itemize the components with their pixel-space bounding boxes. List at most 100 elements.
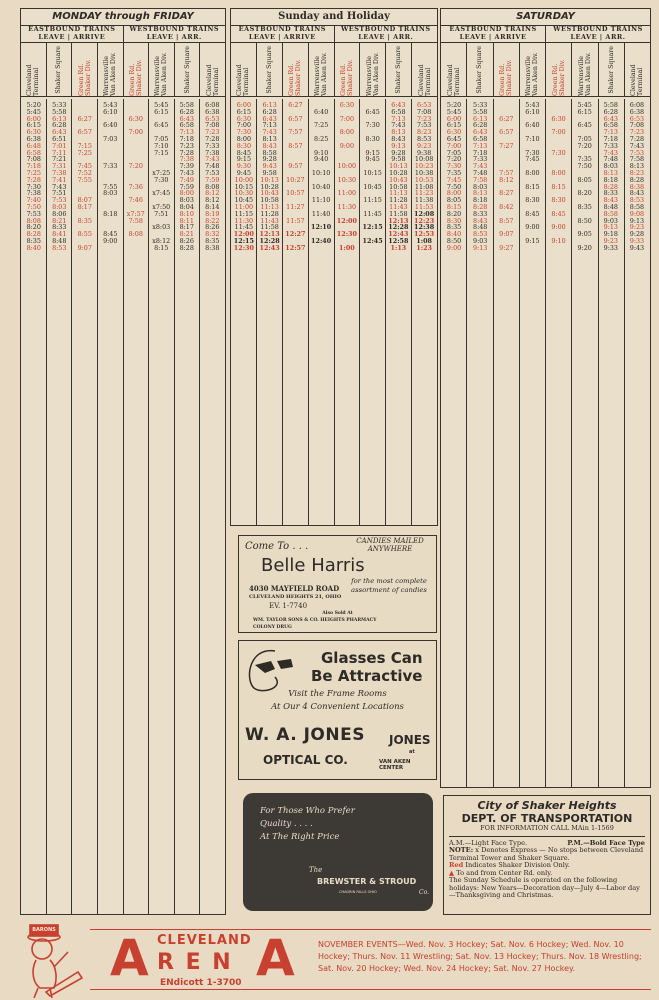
time-cell: 8:27 xyxy=(499,189,514,198)
time-cell: 9:28 xyxy=(629,230,645,239)
time-cell: 7:53 xyxy=(205,168,220,177)
column-header-label: Shaker Square xyxy=(476,45,484,94)
time-cell: 8:18 xyxy=(103,209,118,218)
time-cell: 6:53 xyxy=(416,101,432,109)
time-cell: 6:57 xyxy=(499,128,514,137)
table-row: 7:35 7:48 7:57 8:00 8:00 8:13 8:23 xyxy=(441,170,650,177)
time-cell: 8:38 xyxy=(629,182,645,191)
table-row: 5:45 5:58 6:10 6:15 6:28 6:38 xyxy=(21,107,225,116)
time-cell: 12:30 xyxy=(336,230,357,239)
time-cell: 5:58 xyxy=(52,107,67,116)
time-cell: 5:20 xyxy=(446,101,462,109)
time-cell xyxy=(98,218,124,225)
ad-come-to: Come To . . . xyxy=(245,541,309,552)
time-cell: 8:40 xyxy=(26,243,41,252)
time-cell: 6:43 xyxy=(603,114,618,123)
time-cell: 5:33 xyxy=(473,101,488,109)
ad-phone: EV. 1-7740 xyxy=(269,602,308,610)
table-row: 11:15 11:28 11:40 11:45 11:58 12:08 xyxy=(231,209,437,218)
arena-letter-a2: A xyxy=(256,929,295,987)
time-cell: 7:43 xyxy=(629,141,645,150)
time-cell: 5:43 xyxy=(525,101,540,109)
time-cell: 9:28 xyxy=(391,148,406,157)
time-cell: 8:53 xyxy=(473,230,488,239)
time-cell xyxy=(123,150,149,157)
time-cell: 8:35 xyxy=(26,236,41,245)
time-cell: 8:00 xyxy=(446,189,462,198)
time-cell: 8:28 xyxy=(473,202,488,211)
column-header: Cleveland Terminal xyxy=(21,43,47,96)
time-cell: 7:23 xyxy=(629,128,645,137)
ad-line-1: For Those Who Prefer xyxy=(260,806,355,816)
time-cell: 8:19 xyxy=(205,209,220,218)
time-cell: 5:20 xyxy=(26,101,41,109)
table-row: 10:15 10:28 10:40 10:45 10:58 11:08 xyxy=(231,183,437,191)
time-cell: 12:08 xyxy=(414,209,435,218)
time-cell: 10:45 xyxy=(234,196,254,205)
time-cell: 9:20 xyxy=(577,243,592,252)
time-cell: 8:00 xyxy=(525,168,540,177)
time-cell: 12:13 xyxy=(388,216,409,225)
time-cell xyxy=(493,156,519,163)
time-cell: 6:27 xyxy=(499,114,514,123)
time-cell: 6:45 xyxy=(577,121,592,130)
column-header: Green Rd. Shaker Div. xyxy=(494,43,520,96)
ad-optical-co: OPTICAL CO. xyxy=(263,753,348,767)
table-row: 8:40 8:53 9:07 8:15 8:28 8:38 xyxy=(21,243,225,252)
time-cell: 11:58 xyxy=(260,223,279,232)
time-cell: 6:40 xyxy=(103,121,118,130)
time-cell: 8:30 xyxy=(236,141,252,150)
wa-jones-optical-ad: Glasses Can Be Attractive Visit the Fram… xyxy=(238,640,437,780)
column-header-label: Warrensville Van Aken Div. xyxy=(577,52,592,96)
time-cell: 7:33 xyxy=(205,141,220,150)
column-header: Warrensville Van Aken Div. xyxy=(309,43,335,96)
time-cell: 8:23 xyxy=(416,128,432,137)
time-cell: 9:45 xyxy=(365,155,380,164)
time-cell: 6:15 xyxy=(26,121,41,130)
time-cell: 7:41 xyxy=(52,175,67,184)
time-cell: 8:32 xyxy=(205,230,220,239)
ad-line-2: Quality . . . . xyxy=(260,819,313,829)
ad-stores: WM. TAYLOR SONS & CO. HEIGHTS PHARMACY xyxy=(253,618,377,623)
ad-at: at xyxy=(409,749,415,755)
time-cell: 7:51 xyxy=(52,189,67,198)
time-cell: 8:08 xyxy=(128,230,143,239)
ad-also-sold: Also Sold At xyxy=(322,611,353,616)
time-cell: 8:20 xyxy=(446,209,462,218)
time-cell: 7:45 xyxy=(525,155,540,164)
time-cell xyxy=(493,150,519,157)
time-cell: 8:12 xyxy=(205,189,220,198)
time-cell xyxy=(72,102,98,109)
column-rule xyxy=(257,99,283,525)
time-cell: 9:58 xyxy=(391,155,406,164)
time-cell: 11:43 xyxy=(389,202,408,211)
time-cell: 7:39 xyxy=(179,162,194,171)
time-cell: 8:15 xyxy=(154,243,169,252)
time-cell: 7:43 xyxy=(205,155,220,164)
info-phone: FOR INFORMATION CALL MAin 1-1569 xyxy=(449,824,645,837)
november-events: NOVEMBER EVENTS—Wed. Nov. 3 Hockey; Sat.… xyxy=(318,940,642,973)
column-header-label: Cleveland Terminal xyxy=(205,64,220,96)
time-cell: 9:13 xyxy=(603,223,618,232)
time-cell: 7:43 xyxy=(179,168,194,177)
time-cell: 12:15 xyxy=(233,236,254,245)
ad-brewster-stroud: BREWSTER & STROUD xyxy=(317,877,417,886)
ad-candies-mailed: CANDIES MAILED ANYWHERE xyxy=(356,537,424,553)
time-cell: 9:38 xyxy=(416,148,432,157)
time-cell: 7:23 xyxy=(416,114,432,123)
time-cell: 7:33 xyxy=(603,141,618,150)
time-cell xyxy=(283,150,309,157)
time-cell: 12:45 xyxy=(362,236,383,245)
red-word: Red xyxy=(449,861,464,869)
column-rule xyxy=(360,99,387,525)
time-cell: 5:45 xyxy=(26,107,41,116)
time-cell: 8:48 xyxy=(52,236,67,245)
column-rule xyxy=(494,99,520,787)
column-header: Shaker Square xyxy=(257,43,283,96)
column-rule xyxy=(149,99,175,914)
time-cell: 8:25 xyxy=(313,134,329,143)
table-row: 6:58 7:11 7:25 7:15 7:28 7:38 xyxy=(21,149,225,157)
eastbound-sub: LEAVE | ARRIVE xyxy=(38,32,106,41)
time-cell: 7:45 xyxy=(446,175,462,184)
column-rule xyxy=(124,99,150,914)
